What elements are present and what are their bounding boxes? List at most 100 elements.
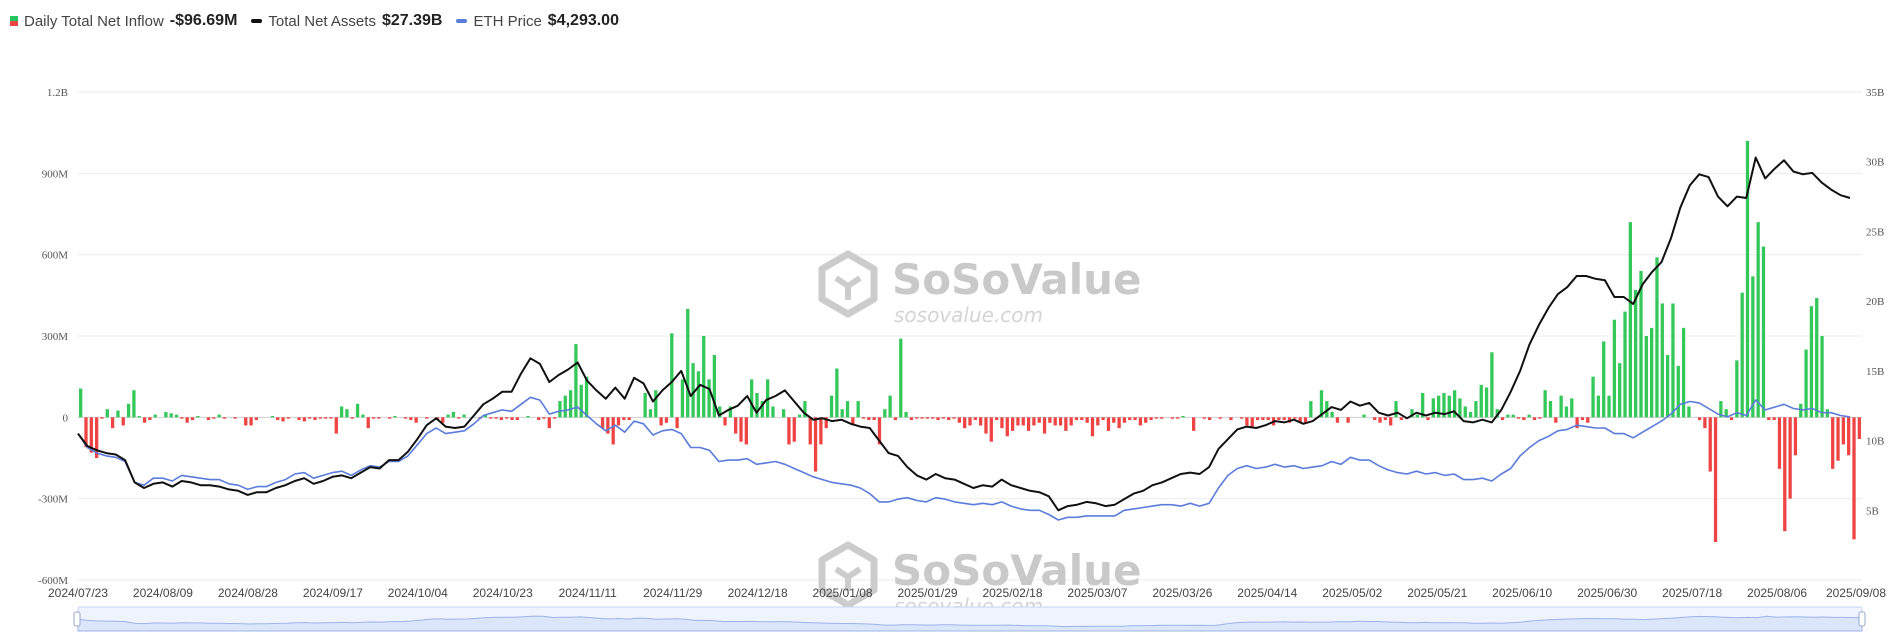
legend-item-net-assets[interactable]: Total Net Assets $27.39B	[251, 12, 442, 30]
inflow-bar-188	[1080, 417, 1084, 421]
inflow-bar-13	[148, 417, 152, 421]
inflow-bar-261	[1468, 411, 1473, 418]
inflow-bar-71	[457, 417, 461, 419]
inflow-bar-291	[1628, 222, 1632, 418]
inflow-bar-282	[1580, 417, 1585, 421]
inflow-bar-233	[1319, 390, 1324, 418]
inflow-bar-209	[1192, 417, 1196, 431]
inflow-bar-241	[1362, 414, 1366, 418]
inflow-bar-236	[1335, 417, 1340, 423]
inflow-bar-107	[648, 409, 653, 418]
x-axis-label-18: 2025/06/30	[1577, 586, 1637, 600]
inflow-bar-21	[190, 417, 195, 421]
inflow-bar-266	[1495, 409, 1499, 418]
right-axis-tick-2: 25B	[1866, 226, 1884, 238]
inflow-bar-251	[1415, 414, 1419, 418]
legend-value-eth-price: $4,293.00	[547, 12, 619, 29]
inflow-bar-122	[728, 406, 733, 418]
inflow-bar-230	[1303, 417, 1308, 423]
inflow-bar-123	[734, 417, 738, 434]
inflow-bar-91	[563, 395, 567, 418]
inflow-bar-309	[1724, 409, 1728, 418]
inflow-bar-199	[1138, 417, 1143, 426]
inflow-bar-244	[1378, 417, 1382, 423]
inflow-bar-201	[1149, 417, 1153, 421]
grid-lines	[78, 91, 1862, 581]
inflow-bar-51	[350, 417, 354, 419]
inflow-bar-253	[1426, 417, 1430, 421]
inflow-bar-165	[957, 417, 961, 423]
range-navigator[interactable]	[73, 606, 1866, 632]
x-axis-label-1: 2024/08/09	[133, 586, 193, 600]
legend-item-eth-price[interactable]: ETH Price $4,293.00	[456, 12, 619, 30]
inflow-bar-228	[1293, 417, 1297, 419]
inflow-bar-180	[1037, 417, 1041, 423]
inflow-bar-274	[1538, 417, 1542, 419]
inflow-bar-225	[1277, 417, 1281, 421]
inflow-bar-140	[824, 417, 828, 429]
inflow-bar-258	[1452, 390, 1457, 418]
inflow-bar-164	[952, 417, 956, 419]
inflow-bar-330	[1836, 417, 1840, 461]
inflow-bar-25	[212, 417, 216, 419]
inflow-bar-220	[1250, 417, 1254, 429]
inflow-bar-313	[1745, 140, 1750, 418]
navigator-right-handle[interactable]	[1858, 611, 1866, 627]
inflow-bar-0	[79, 388, 83, 418]
inflow-bar-168	[973, 417, 977, 421]
inflow-bar-290	[1623, 311, 1627, 418]
inflow-bar-39	[286, 417, 290, 419]
inflow-bar-311	[1735, 360, 1739, 418]
inflow-bar-115	[691, 363, 695, 418]
inflow-bar-272	[1527, 414, 1531, 418]
inflow-bar-10	[132, 390, 136, 418]
inflow-bar-315	[1756, 222, 1760, 418]
inflow-bar-14	[153, 414, 157, 418]
inflow-bar-285	[1596, 395, 1601, 418]
inflow-bar-26	[217, 414, 221, 418]
inflow-bar-194	[1112, 417, 1116, 423]
inflow-bar-183	[1053, 417, 1057, 426]
inflow-bar-321	[1788, 417, 1792, 499]
inflow-bar-193	[1106, 417, 1111, 431]
inflow-bar-299	[1671, 303, 1675, 418]
inflow-bar-121	[723, 417, 727, 426]
inflow-bar-273	[1532, 417, 1537, 421]
inflow-bar-177	[1021, 417, 1025, 426]
inflow-bar-243	[1373, 417, 1377, 421]
inflow-bar-102	[622, 417, 626, 421]
legend-item-net-inflow[interactable]: Daily Total Net Inflow -$96.69M	[10, 12, 237, 30]
inflow-bar-197	[1128, 417, 1132, 421]
inflow-bar-186	[1069, 417, 1073, 426]
right-axis-tick-5: 10B	[1866, 436, 1884, 448]
inflow-bar-307	[1713, 417, 1718, 543]
inflow-bar-109	[659, 417, 663, 426]
inflow-bar-234	[1325, 401, 1329, 418]
inflow-bar-325	[1809, 306, 1814, 418]
inflow-bar-106	[643, 392, 647, 418]
inflow-bar-153	[893, 417, 898, 421]
inflow-bar-101	[616, 417, 621, 426]
inflow-bar-31	[244, 417, 248, 426]
inflow-bar-18	[174, 414, 179, 418]
left-axis-tick-2: 600M	[42, 250, 69, 262]
inflow-bar-72	[462, 414, 466, 418]
inflow-bar-127	[755, 392, 759, 418]
inflow-bar-108	[654, 390, 658, 418]
inflow-bar-48	[334, 417, 338, 434]
inflow-bar-296	[1655, 257, 1659, 418]
inflow-bar-70	[451, 411, 456, 418]
inflow-bar-4	[100, 417, 104, 419]
price-and-assets-lines	[77, 156, 1851, 521]
x-axis-label-17: 2025/06/10	[1492, 586, 1552, 600]
left-axis-tick-1: 900M	[42, 168, 69, 180]
x-axis-label-11: 2025/02/18	[982, 586, 1042, 600]
inflow-bar-114	[686, 308, 690, 418]
inflow-bar-279	[1564, 406, 1569, 418]
inflow-bar-329	[1831, 417, 1835, 469]
inflow-bar-7	[116, 410, 120, 418]
navigator-left-handle[interactable]	[73, 611, 81, 627]
inflow-bar-310	[1729, 417, 1734, 421]
inflow-bar-58	[387, 417, 392, 419]
